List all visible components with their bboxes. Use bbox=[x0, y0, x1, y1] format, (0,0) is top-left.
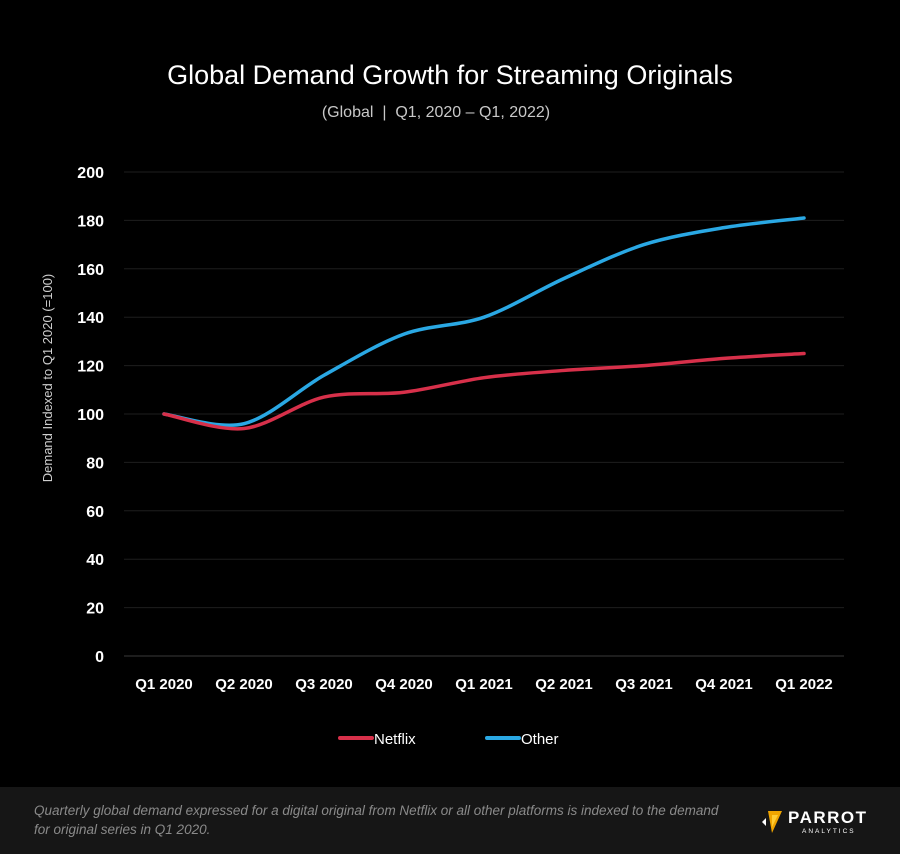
parrot-analytics-logo: PARROT ANALYTICS bbox=[758, 807, 878, 837]
x-tick-label: Q1 2022 bbox=[775, 676, 833, 693]
logo-subtext: ANALYTICS bbox=[802, 828, 856, 835]
series-line-other bbox=[162, 216, 806, 427]
x-tick-labels: Q1 2020 Q2 2020 Q3 2020 Q4 2020 Q1 2021 Q2 20… bbox=[135, 676, 833, 693]
parrot-logo-icon bbox=[762, 811, 782, 833]
chart-subtitle: (Global | Q1, 2020 – Q1, 2022) bbox=[322, 104, 550, 121]
y-tick-label: 80 bbox=[86, 455, 104, 472]
series-line-netflix bbox=[162, 351, 806, 431]
x-tick-label: Q1 2020 bbox=[135, 676, 193, 693]
y-tick-labels: 0 20 40 60 80 100 120 140 160 180 200 bbox=[77, 165, 104, 666]
gridlines bbox=[124, 171, 844, 657]
y-tick-label: 20 bbox=[86, 601, 104, 618]
y-tick-label: 60 bbox=[86, 504, 104, 521]
footnote: Quarterly global demand expressed for a … bbox=[34, 803, 719, 837]
x-tick-label: Q2 2020 bbox=[215, 676, 273, 693]
y-tick-label: 160 bbox=[77, 262, 104, 279]
logo-wordmark: PARROT bbox=[788, 808, 868, 827]
legend-label-netflix: Netflix bbox=[374, 731, 416, 748]
x-tick-label: Q3 2020 bbox=[295, 676, 353, 693]
y-tick-label: 140 bbox=[77, 310, 104, 327]
chart-title: Global Demand Growth for Streaming Origi… bbox=[167, 60, 733, 90]
y-tick-label: 200 bbox=[77, 165, 104, 182]
x-tick-label: Q4 2021 bbox=[695, 676, 753, 693]
legend: Netflix Other bbox=[338, 731, 559, 748]
y-tick-label: 120 bbox=[77, 359, 104, 376]
series-lines bbox=[162, 216, 806, 431]
legend-label-other: Other bbox=[521, 731, 559, 748]
y-tick-label: 180 bbox=[77, 213, 104, 230]
chart: Global Demand Growth for Streaming Origi… bbox=[40, 60, 844, 748]
y-axis-label: Demand Indexed to Q1 2020 (=100) bbox=[40, 274, 55, 483]
y-tick-label: 100 bbox=[77, 407, 104, 424]
x-tick-label: Q3 2021 bbox=[615, 676, 673, 693]
footer: Quarterly global demand expressed for a … bbox=[0, 787, 900, 854]
y-tick-label: 40 bbox=[86, 552, 104, 569]
y-tick-label: 0 bbox=[95, 649, 104, 666]
x-tick-label: Q1 2021 bbox=[455, 676, 513, 693]
x-tick-label: Q4 2020 bbox=[375, 676, 433, 693]
x-tick-label: Q2 2021 bbox=[535, 676, 593, 693]
